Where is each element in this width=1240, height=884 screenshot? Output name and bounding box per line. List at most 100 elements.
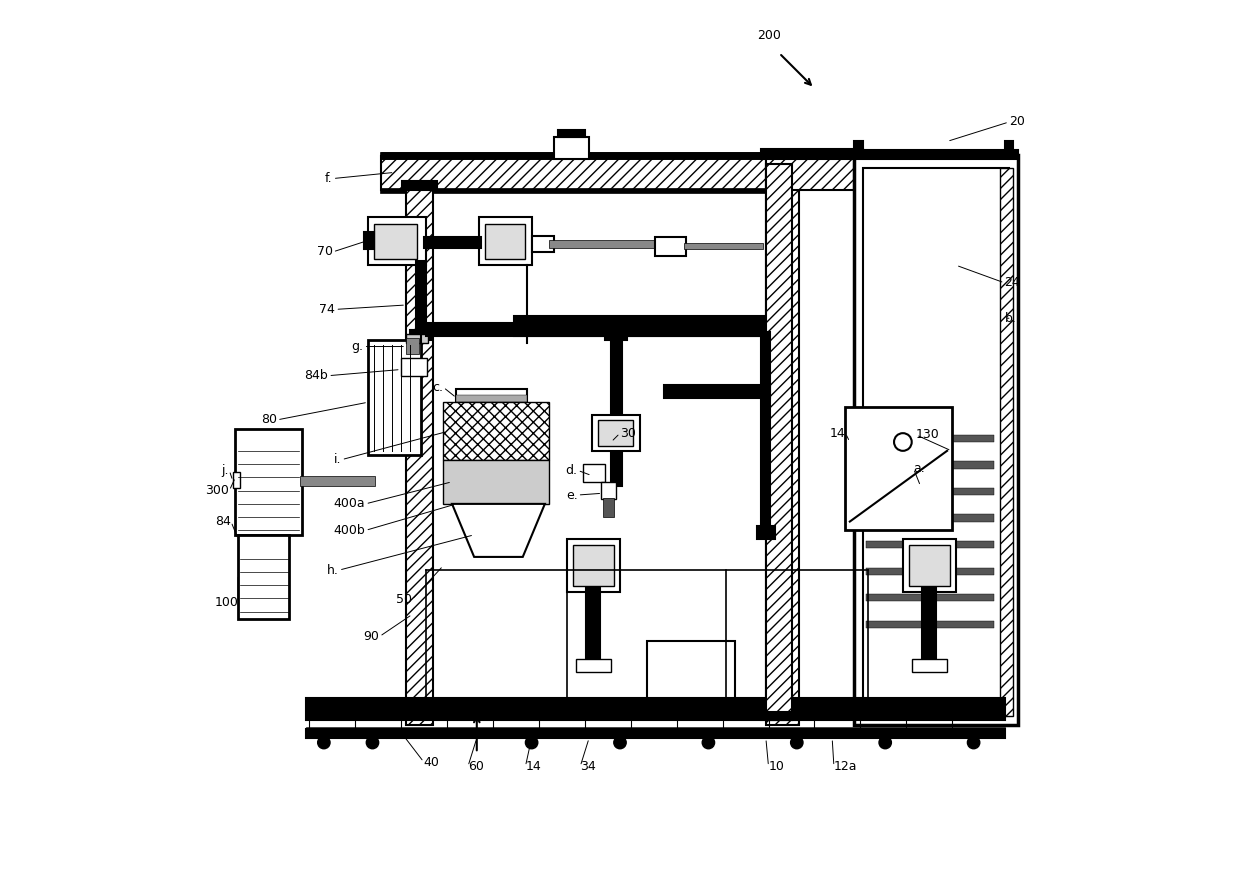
Bar bbox=[854, 150, 1018, 159]
Bar bbox=[866, 514, 994, 522]
Bar bbox=[402, 181, 436, 190]
Bar bbox=[854, 141, 863, 155]
Bar bbox=[443, 460, 549, 504]
Circle shape bbox=[526, 736, 538, 749]
Bar bbox=[479, 217, 532, 265]
Bar bbox=[611, 336, 621, 486]
Circle shape bbox=[702, 736, 714, 749]
Text: 74: 74 bbox=[320, 303, 335, 316]
Bar bbox=[532, 236, 554, 252]
Bar bbox=[866, 621, 994, 628]
Bar bbox=[665, 385, 770, 398]
Bar bbox=[923, 588, 936, 663]
Circle shape bbox=[366, 736, 378, 749]
Bar bbox=[603, 498, 614, 517]
Bar bbox=[306, 729, 1004, 738]
Text: 100: 100 bbox=[215, 597, 238, 609]
Bar bbox=[363, 232, 374, 249]
Bar bbox=[903, 539, 956, 592]
Bar bbox=[415, 261, 427, 336]
Bar bbox=[866, 541, 994, 548]
Text: 90: 90 bbox=[363, 630, 379, 643]
Bar bbox=[766, 156, 854, 190]
Bar bbox=[866, 594, 994, 601]
Bar bbox=[866, 461, 994, 469]
Bar bbox=[761, 332, 770, 530]
Text: 24: 24 bbox=[1004, 277, 1021, 289]
Polygon shape bbox=[453, 504, 544, 557]
Bar bbox=[443, 402, 549, 460]
Bar bbox=[600, 482, 616, 499]
Bar bbox=[846, 407, 951, 530]
Bar bbox=[605, 332, 627, 340]
Bar bbox=[909, 545, 950, 586]
Circle shape bbox=[879, 736, 892, 749]
Text: 130: 130 bbox=[916, 429, 940, 441]
Bar bbox=[405, 186, 433, 725]
Bar bbox=[1004, 141, 1013, 155]
Bar bbox=[766, 155, 800, 725]
Bar bbox=[456, 395, 527, 402]
Text: g.: g. bbox=[352, 340, 363, 353]
Text: 400a: 400a bbox=[334, 498, 366, 510]
Text: e.: e. bbox=[565, 489, 578, 501]
Text: 10: 10 bbox=[769, 760, 785, 773]
Bar bbox=[863, 168, 1009, 716]
Bar bbox=[382, 156, 770, 190]
Bar bbox=[1001, 168, 1013, 716]
Bar bbox=[573, 545, 614, 586]
Bar bbox=[382, 152, 770, 159]
Bar bbox=[683, 243, 763, 249]
Bar bbox=[866, 488, 994, 495]
Bar bbox=[558, 130, 584, 137]
Text: 80: 80 bbox=[260, 414, 277, 426]
Text: b.: b. bbox=[1004, 312, 1017, 324]
Text: d.: d. bbox=[565, 464, 578, 476]
Text: 200: 200 bbox=[756, 29, 781, 42]
Bar bbox=[756, 526, 775, 539]
Text: 12a: 12a bbox=[835, 760, 857, 773]
Text: 50: 50 bbox=[397, 593, 412, 606]
Text: 70: 70 bbox=[316, 246, 332, 258]
Bar bbox=[583, 464, 605, 482]
Bar bbox=[854, 155, 1018, 725]
Text: 34: 34 bbox=[580, 760, 596, 773]
Text: 14: 14 bbox=[526, 760, 541, 773]
Bar bbox=[405, 334, 428, 343]
Circle shape bbox=[317, 736, 330, 749]
Bar bbox=[425, 323, 761, 336]
Text: f.: f. bbox=[325, 172, 332, 185]
Bar bbox=[405, 338, 419, 354]
Bar bbox=[866, 568, 994, 575]
Bar bbox=[368, 217, 425, 265]
Bar bbox=[379, 188, 769, 193]
Bar bbox=[233, 472, 239, 488]
Text: i.: i. bbox=[334, 453, 341, 466]
Bar bbox=[238, 535, 289, 619]
Bar bbox=[456, 389, 527, 407]
Bar bbox=[567, 539, 620, 592]
Text: 30: 30 bbox=[620, 427, 636, 439]
Text: a.: a. bbox=[914, 462, 925, 475]
Bar bbox=[761, 149, 863, 159]
Text: j.: j. bbox=[222, 464, 229, 476]
Bar bbox=[866, 435, 994, 442]
Text: 40: 40 bbox=[424, 756, 440, 768]
Text: 300: 300 bbox=[206, 484, 229, 497]
Bar bbox=[587, 588, 600, 663]
Bar bbox=[401, 358, 428, 376]
Text: 60: 60 bbox=[467, 760, 484, 773]
Bar bbox=[236, 429, 301, 535]
Text: 20: 20 bbox=[1009, 116, 1024, 128]
Bar bbox=[379, 152, 769, 159]
Text: 84: 84 bbox=[216, 515, 231, 528]
Bar bbox=[646, 641, 735, 698]
Text: 84b: 84b bbox=[305, 370, 329, 382]
Bar bbox=[485, 224, 526, 259]
Bar bbox=[554, 137, 589, 159]
Bar bbox=[513, 316, 770, 336]
Text: h.: h. bbox=[327, 564, 339, 576]
Bar bbox=[374, 224, 417, 259]
Bar bbox=[598, 420, 634, 446]
Circle shape bbox=[614, 736, 626, 749]
